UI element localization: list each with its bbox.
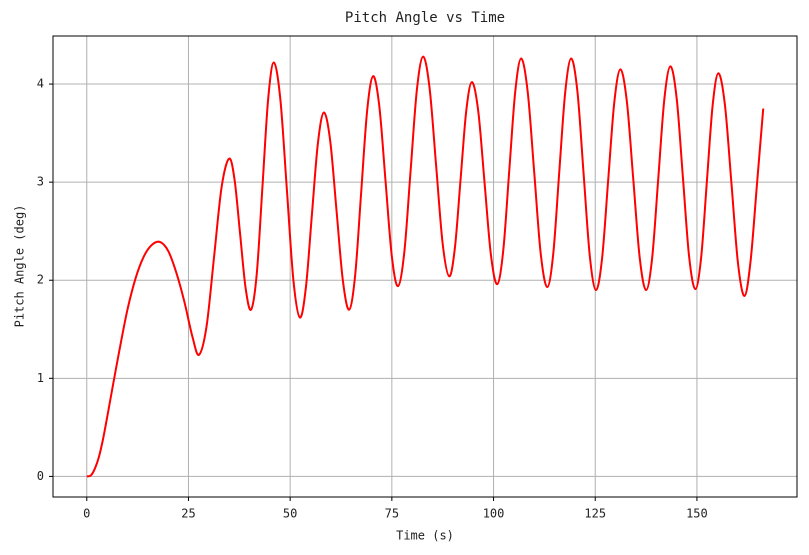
x-tick-label: 0 [83, 507, 90, 521]
x-tick-label: 125 [584, 507, 606, 521]
y-tick-label: 0 [37, 469, 44, 483]
data-line [86, 55, 765, 478]
x-axis-label: Time (s) [396, 529, 454, 543]
y-tick-label: 1 [37, 371, 44, 385]
chart-title: Pitch Angle vs Time [345, 10, 505, 26]
y-tick-label: 2 [37, 273, 44, 287]
y-tick-label: 3 [37, 175, 44, 189]
plot-frame [52, 35, 798, 498]
x-tick-label: 75 [385, 507, 399, 521]
x-tick-label: 100 [483, 507, 505, 521]
x-tick-label: 50 [283, 507, 297, 521]
x-tick-label: 150 [686, 507, 708, 521]
y-axis-label: Pitch Angle (deg) [13, 205, 27, 328]
x-tick-label: 25 [181, 507, 195, 521]
y-tick-label: 4 [37, 77, 44, 91]
